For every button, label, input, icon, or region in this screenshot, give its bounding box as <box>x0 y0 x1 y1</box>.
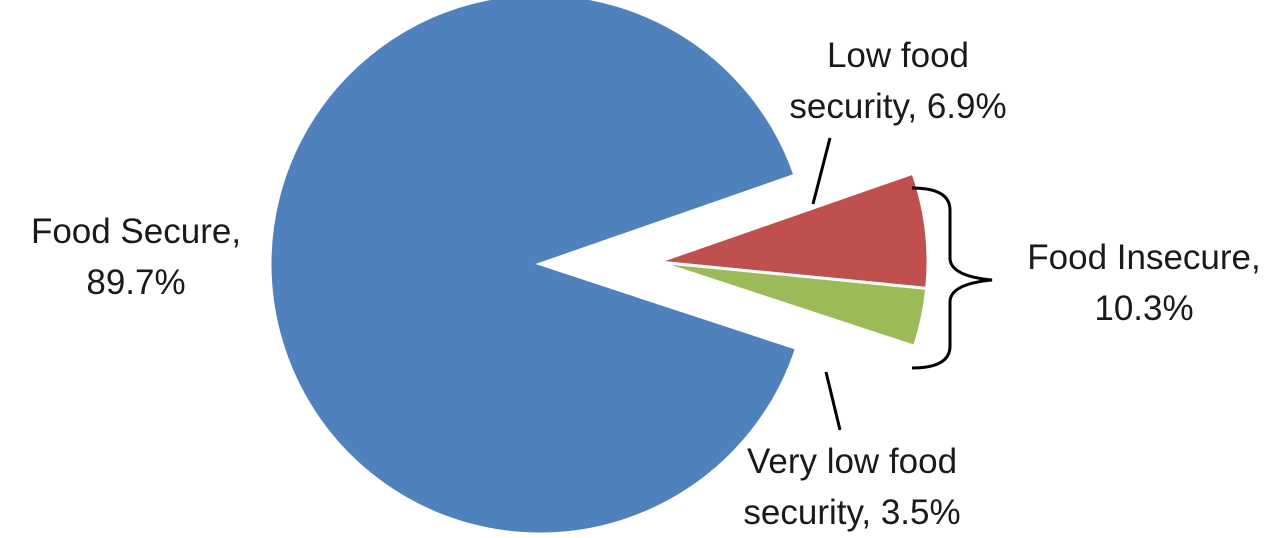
very-low-food-security-label-line2: security, 3.5% <box>743 493 961 532</box>
food-secure-label-line2: 89.7% <box>86 263 186 302</box>
low-food-security-leader-line <box>811 137 832 205</box>
food-insecure-group-label: Food Insecure, 10.3% <box>1002 232 1286 334</box>
very-low-food-security-leader-line <box>824 371 842 431</box>
food-secure-label: Food Secure, 89.7% <box>0 206 272 308</box>
very-low-food-security-label-line1: Very low food <box>746 442 958 481</box>
food-secure-label-line1: Food Secure, <box>30 212 242 251</box>
food-insecure-label-line1: Food Insecure, <box>1027 238 1261 277</box>
low-food-security-label: Low food security, 6.9% <box>748 30 1048 132</box>
low-food-security-label-line2: security, 6.9% <box>789 87 1007 126</box>
pie-slice-food-secure <box>268 0 799 536</box>
pie-slice-low-food-security <box>657 171 930 291</box>
food-insecure-label-line2: 10.3% <box>1094 289 1194 328</box>
very-low-food-security-label: Very low food security, 3.5% <box>702 436 1002 538</box>
pie-slice-very-low-food-security <box>657 260 929 349</box>
low-food-security-label-line1: Low food <box>826 36 970 75</box>
food-insecure-bracket <box>911 186 993 370</box>
